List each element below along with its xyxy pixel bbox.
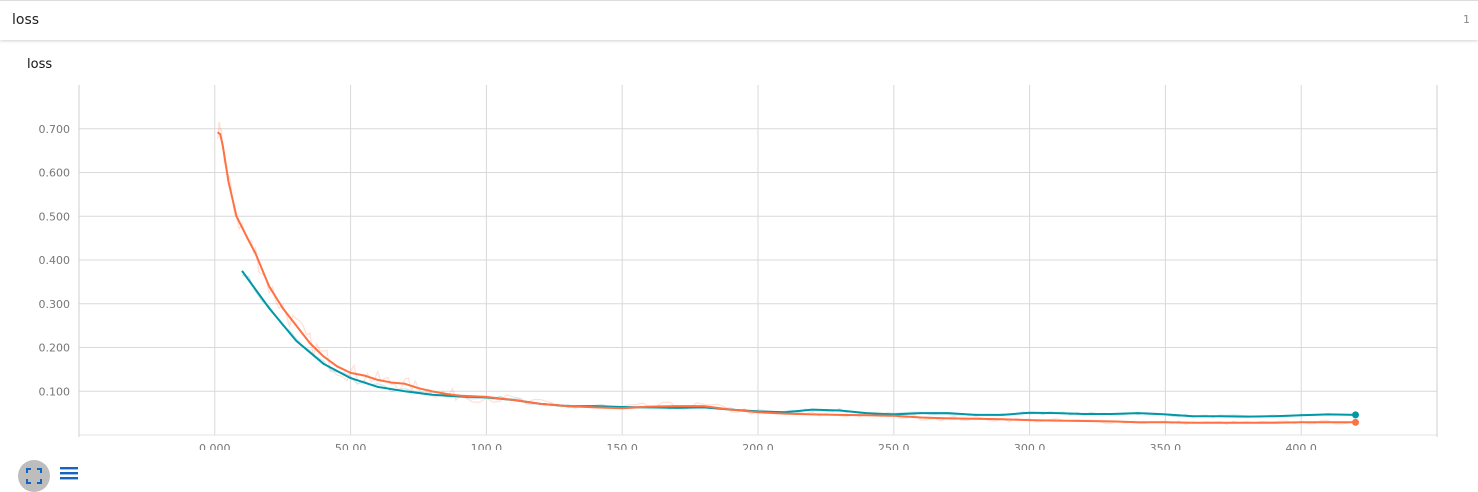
- loss-chart[interactable]: 0.000 50.00 100.0 150.0 200.0 250.0 300.0 350.0…: [0, 80, 1478, 450]
- y-tick-label: 0.100: [39, 385, 71, 398]
- run-group-header[interactable]: loss 1: [0, 0, 1478, 40]
- fullscreen-icon: [26, 468, 42, 484]
- raw-lines: [216, 121, 1349, 425]
- series-raw-line: [241, 274, 1349, 419]
- series-line[interactable]: [216, 131, 1356, 424]
- x-tick-label: 0.000: [199, 442, 231, 450]
- series-end-point[interactable]: [1352, 418, 1360, 426]
- group-title: loss: [12, 12, 40, 28]
- data-menu-button[interactable]: [60, 460, 80, 480]
- series-line[interactable]: [241, 270, 1356, 418]
- x-tick-label: 300.0: [1014, 442, 1046, 450]
- y-tick-label: 0.200: [39, 342, 71, 355]
- y-tick-label: 0.400: [39, 254, 71, 267]
- x-tick-label: 50.00: [335, 442, 367, 450]
- grid: [79, 85, 1437, 435]
- x-tick-label: 200.0: [742, 442, 774, 450]
- x-tick-label: 100.0: [471, 442, 503, 450]
- x-tick-label: 350.0: [1150, 442, 1182, 450]
- group-count: 1: [1463, 13, 1470, 26]
- y-tick-label: 0.300: [39, 298, 71, 311]
- series-end-point[interactable]: [1352, 411, 1360, 419]
- x-tick-label: 400.0: [1285, 442, 1317, 450]
- y-tick-label: 0.500: [39, 210, 71, 223]
- x-tick-label: 250.0: [878, 442, 910, 450]
- x-tick-label: 150.0: [606, 442, 638, 450]
- fullscreen-button[interactable]: [18, 460, 50, 492]
- series-raw-line: [216, 121, 1349, 425]
- series-lines: [216, 131, 1360, 426]
- y-tick-label: 0.700: [39, 123, 71, 136]
- menu-lines-icon: [60, 467, 78, 480]
- axes: 0.000 50.00 100.0 150.0 200.0 250.0 300.0 350.0…: [39, 85, 1438, 450]
- chart-title: loss: [27, 57, 53, 72]
- y-tick-label: 0.600: [39, 167, 71, 180]
